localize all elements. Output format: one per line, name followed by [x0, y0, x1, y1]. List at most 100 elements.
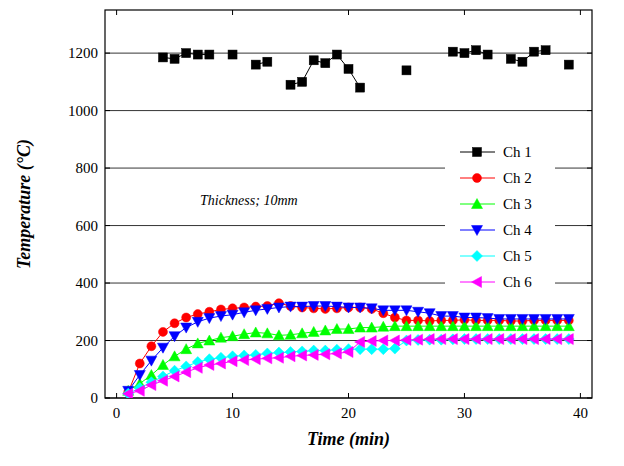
data-point	[401, 306, 412, 316]
data-point	[285, 351, 295, 362]
data-point	[482, 334, 492, 345]
data-point	[182, 49, 191, 58]
data-point	[378, 306, 389, 316]
data-point	[204, 314, 215, 324]
data-point	[134, 385, 144, 396]
data-point	[518, 57, 527, 66]
data-point	[355, 322, 366, 332]
data-point	[158, 327, 167, 336]
data-point	[309, 56, 318, 65]
data-point	[505, 334, 516, 345]
legend-label: Ch 2	[503, 170, 532, 186]
legend-marker	[472, 277, 482, 288]
data-point	[263, 57, 272, 66]
data-point	[530, 47, 539, 56]
data-point	[494, 334, 505, 345]
data-point	[460, 49, 469, 58]
data-point	[366, 322, 377, 332]
data-point	[273, 330, 284, 340]
data-point	[356, 303, 365, 312]
data-point	[459, 313, 470, 323]
data-point	[424, 334, 434, 345]
y-tick-label: 800	[76, 160, 99, 176]
data-point	[215, 312, 226, 322]
data-point	[448, 47, 457, 56]
x-tick-top	[348, 10, 349, 15]
data-point	[169, 332, 180, 342]
x-tick-top	[464, 10, 465, 15]
data-point	[331, 302, 342, 312]
x-tick-label: 40	[573, 405, 588, 421]
y-tick-label: 1000	[68, 103, 98, 119]
data-point	[262, 328, 273, 338]
y-tick-right	[587, 110, 592, 111]
data-point	[563, 334, 573, 345]
data-point	[239, 329, 250, 339]
data-point	[402, 66, 411, 75]
data-point	[552, 334, 562, 345]
data-point	[413, 334, 423, 345]
legend-marker	[472, 226, 483, 236]
y-tick	[105, 110, 110, 111]
data-point	[157, 359, 168, 369]
data-point	[505, 314, 516, 324]
data-point	[227, 356, 237, 367]
data-point	[273, 352, 283, 363]
y-tick-label: 600	[76, 218, 99, 234]
data-point	[482, 314, 493, 324]
data-point	[436, 312, 447, 322]
data-point	[204, 359, 214, 370]
y-tick-label: 1200	[68, 45, 98, 61]
y-tick-right	[587, 340, 592, 341]
data-point	[250, 354, 260, 365]
data-point	[436, 334, 446, 345]
data-point	[331, 324, 342, 334]
y-tick-label: 200	[76, 333, 99, 349]
data-point	[505, 334, 515, 345]
data-point	[239, 355, 249, 366]
data-point	[355, 336, 365, 347]
data-point	[483, 50, 492, 59]
data-point	[471, 334, 482, 345]
series-line	[128, 339, 569, 394]
data-point	[192, 338, 203, 348]
data-point	[436, 321, 447, 331]
data-point	[378, 321, 389, 331]
data-point	[540, 314, 551, 324]
data-point	[169, 371, 179, 382]
series-line	[163, 50, 569, 87]
y-tick-right	[587, 283, 592, 284]
data-point	[366, 304, 377, 314]
data-point	[471, 313, 482, 323]
data-point	[181, 367, 191, 378]
data-point	[227, 331, 238, 341]
legend-label: Ch 3	[503, 196, 532, 212]
y-tick-right	[587, 225, 592, 226]
data-point	[447, 334, 458, 345]
data-point	[424, 321, 435, 331]
data-point	[285, 302, 296, 312]
x-tick-top	[232, 10, 233, 15]
data-point	[389, 306, 400, 316]
data-point	[378, 335, 388, 346]
data-point	[356, 83, 365, 92]
x-tick-label: 10	[225, 405, 240, 421]
data-point	[192, 362, 202, 373]
x-tick	[348, 393, 349, 398]
data-point	[343, 347, 353, 358]
y-tick-label: 400	[76, 275, 99, 291]
data-point	[250, 327, 261, 337]
grid-line	[105, 110, 592, 111]
x-tick-label: 20	[341, 405, 356, 421]
data-point	[413, 321, 424, 331]
y-tick	[105, 225, 110, 226]
data-point	[123, 388, 134, 398]
data-point	[308, 326, 319, 336]
data-point	[389, 321, 400, 331]
data-point	[401, 335, 412, 346]
data-point	[286, 80, 295, 89]
data-point	[204, 335, 215, 345]
x-tick	[232, 393, 233, 398]
y-tick-right	[587, 398, 592, 399]
data-point	[182, 313, 191, 322]
